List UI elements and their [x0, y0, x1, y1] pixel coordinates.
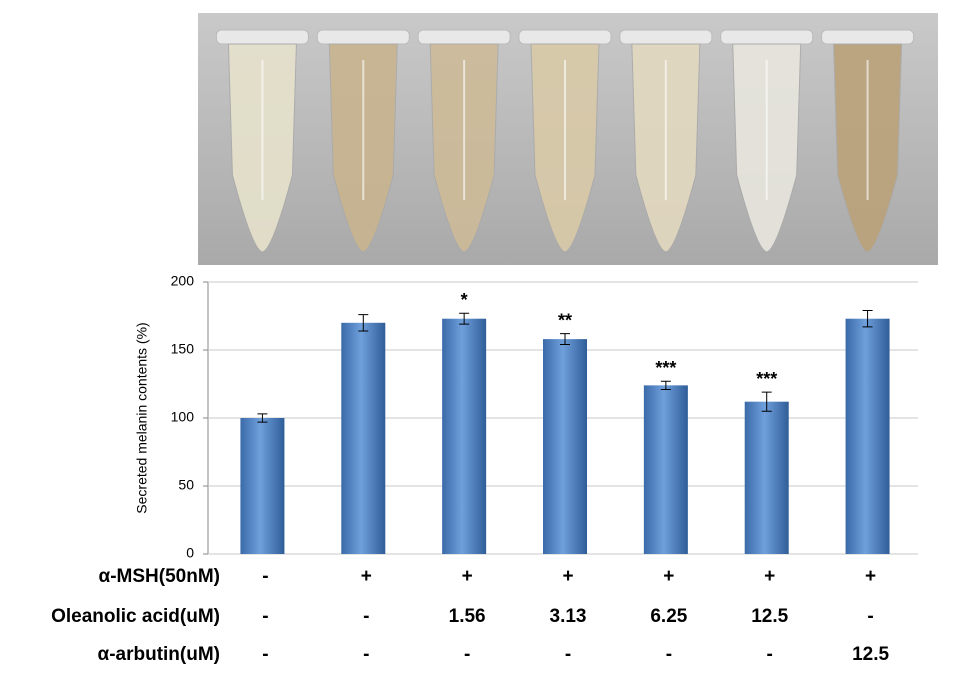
bar	[240, 418, 285, 554]
row-value: 3.13	[550, 606, 587, 627]
error-bar-line	[560, 333, 570, 346]
y-tick-label: 50	[178, 477, 194, 493]
significance: **	[558, 310, 572, 330]
bar	[543, 339, 587, 554]
error-bar-line	[257, 413, 268, 423]
tube-cap	[518, 29, 612, 45]
error-bar	[862, 310, 873, 328]
row-value: -	[565, 644, 571, 665]
bar	[341, 322, 386, 554]
bar	[442, 318, 487, 554]
y-axis-label: Secreted melanin contents (%)	[134, 322, 150, 513]
error-bar	[660, 380, 671, 390]
row-value: -	[262, 644, 268, 665]
y-tick-label: 150	[171, 341, 195, 357]
y-tick-label: 100	[171, 409, 195, 425]
tube-cap	[215, 29, 309, 45]
row-value: -	[262, 606, 268, 627]
error-bar	[358, 314, 369, 332]
tube-cap	[417, 29, 511, 45]
row-value: +	[663, 566, 674, 587]
row-value: 6.25	[650, 606, 687, 627]
error-bar	[257, 413, 268, 423]
error-bar	[560, 333, 570, 346]
row-value: -	[262, 566, 268, 587]
row-value: -	[666, 644, 672, 665]
row-value: 12.5	[852, 644, 889, 665]
significance: ***	[756, 369, 777, 389]
tube-cap	[821, 29, 915, 45]
error-bar	[459, 312, 470, 325]
tube-cap	[720, 29, 814, 45]
row-value: 12.5	[751, 606, 788, 627]
row-value: +	[361, 566, 372, 587]
significance: *	[461, 290, 468, 310]
row-value: -	[767, 644, 773, 665]
row-value: -	[464, 644, 470, 665]
error-bar	[761, 391, 772, 412]
row-label: α-MSH(50nM)	[99, 566, 220, 587]
row-label: Oleanolic acid(uM)	[51, 606, 220, 627]
bar	[845, 318, 890, 554]
row-value: -	[867, 606, 873, 627]
row-value: +	[462, 566, 473, 587]
tubes	[215, 29, 915, 253]
y-tick-label: 0	[186, 545, 194, 561]
significance: ***	[655, 358, 676, 378]
row-value: -	[363, 606, 369, 627]
row-value: -	[363, 644, 369, 665]
error-bar-line	[660, 380, 671, 390]
row-value: +	[562, 566, 573, 587]
error-bar-line	[459, 312, 470, 325]
row-value: 1.56	[449, 606, 486, 627]
row-value: +	[865, 566, 876, 587]
tube-cap	[619, 29, 713, 45]
row-label: α-arbutin(uM)	[98, 644, 220, 665]
bar	[643, 385, 688, 554]
row-value: +	[764, 566, 775, 587]
tube-cap	[316, 29, 410, 45]
error-bar-line	[862, 310, 873, 328]
y-tick-label: 200	[171, 273, 195, 289]
error-bar-line	[761, 391, 772, 412]
error-bar-line	[358, 314, 369, 332]
bar	[744, 401, 789, 554]
